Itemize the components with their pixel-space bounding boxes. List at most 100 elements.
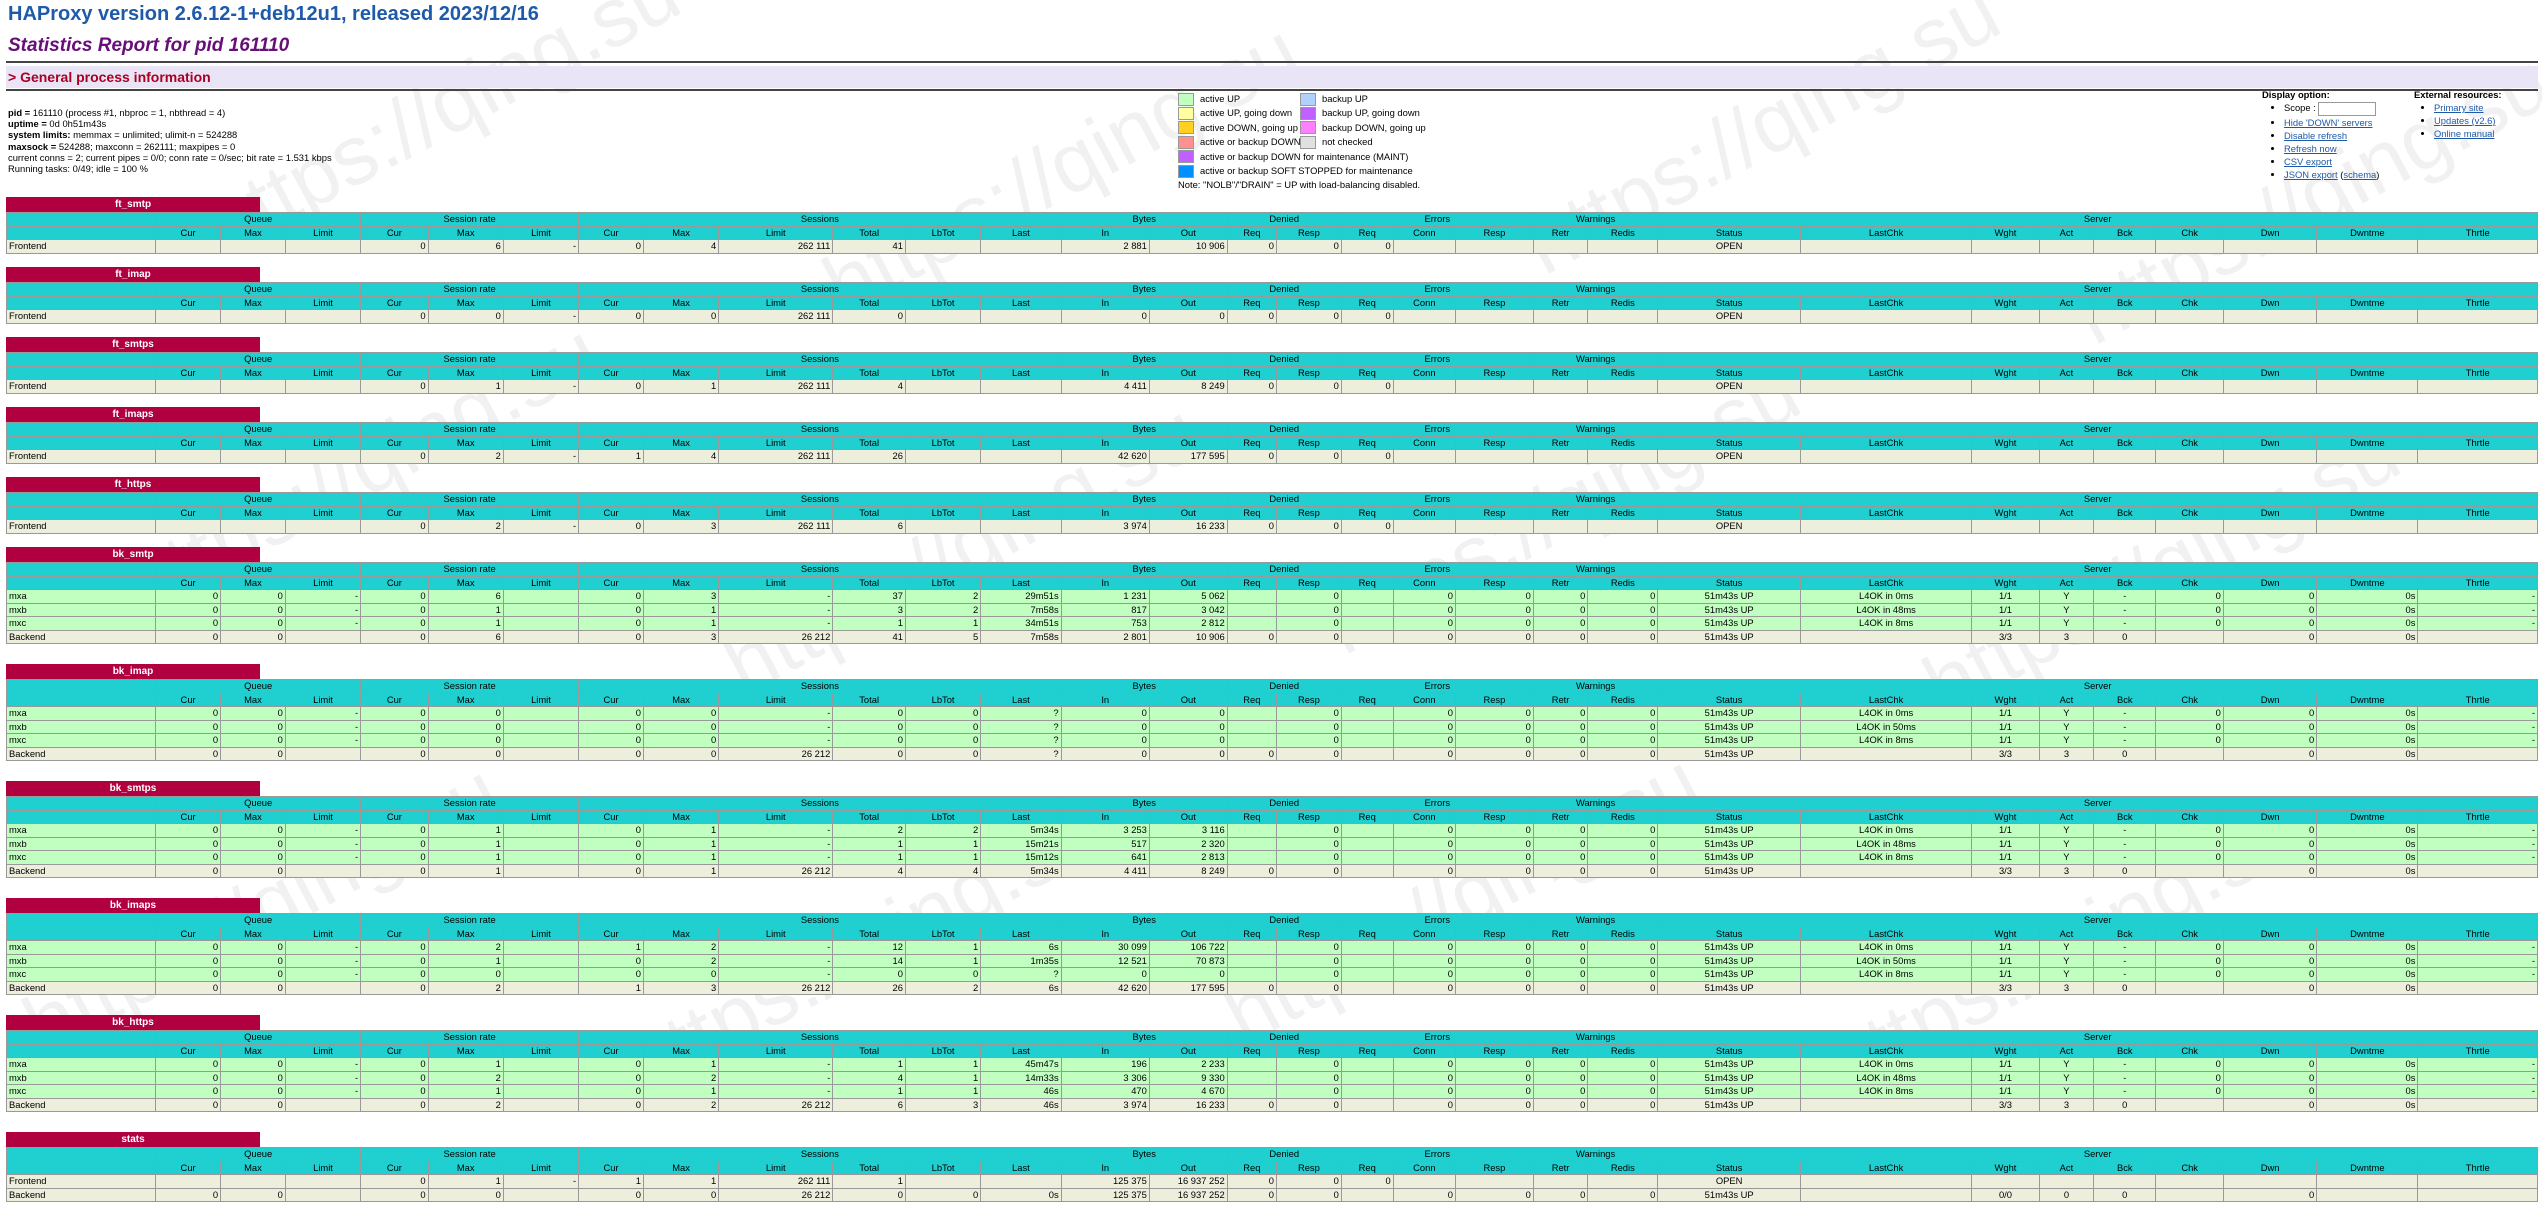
stat-cell (2417, 519, 2538, 534)
group-header: Server (1657, 796, 2538, 811)
schema-link[interactable]: schema (2343, 168, 2377, 180)
refresh-now-link[interactable]: Refresh now (2284, 142, 2337, 154)
stat-cell: 2 (642, 953, 720, 968)
server-row: mxc 0 0-0 1 0 1-1 1 46s 470 4 670 0 0 0 0 0 51m43s UP L4… (5, 1084, 2538, 1099)
row-name[interactable]: mxc (5, 850, 157, 865)
stat-cell: 1 (578, 940, 644, 955)
proxy-title[interactable]: bk_imaps (6, 898, 260, 913)
json-export-link[interactable]: JSON export (2284, 168, 2338, 180)
column-header: Out (1148, 692, 1228, 707)
stat-cell: 1m35s (980, 953, 1062, 968)
backend-row: Backend 0 0 0 0 0 0 26 212 0 0 0s 125 375 16 937 252… (5, 1187, 2538, 1202)
row-name[interactable]: Frontend (5, 379, 157, 394)
stat-cell: 0s (2316, 836, 2419, 851)
stat-cell (1226, 733, 1277, 748)
stat-cell (1971, 239, 2040, 254)
scope-input[interactable] (2317, 101, 2376, 116)
stat-cell: 0 (155, 940, 222, 955)
column-header: Total (832, 435, 906, 450)
stat-cell: 0 (1275, 863, 1342, 878)
row-name[interactable]: Frontend (5, 519, 157, 534)
stat-cell: 0 (155, 616, 222, 631)
row-name[interactable]: mxc (5, 733, 157, 748)
stat-cell: 51m43s UP (1657, 850, 1802, 865)
stat-cell: 3/3 (1971, 863, 2040, 878)
row-name[interactable]: Frontend (5, 1174, 157, 1189)
stat-cell: 0 (360, 239, 429, 254)
stat-cell (1532, 309, 1589, 324)
column-header: Cur (155, 225, 222, 240)
row-name[interactable]: mxb (5, 953, 157, 968)
column-header: Dwn (2222, 575, 2318, 590)
column-header: Resp (1275, 435, 1342, 450)
stat-cell: Y (2038, 616, 2095, 631)
stat-cell: 51m43s UP (1657, 629, 1802, 644)
row-name[interactable]: mxa (5, 706, 157, 721)
row-name[interactable]: Backend (5, 980, 157, 995)
online-manual-link[interactable]: Online manual (2434, 128, 2495, 139)
proxy-ft_smtps: ft_smtps Queue Session rate Sessions Bytes De… (5, 337, 2538, 394)
stat-cell: 4 (832, 379, 906, 394)
proxy-title[interactable]: ft_smtp (6, 197, 260, 212)
column-header: Bck (2093, 365, 2157, 380)
proxy-title[interactable]: bk_imap (6, 664, 260, 679)
row-name[interactable]: mxa (5, 823, 157, 838)
updates-link[interactable]: Updates (v2.6) (2434, 115, 2496, 126)
stat-cell: 1 (427, 863, 504, 878)
proxy-title[interactable]: ft_imaps (6, 407, 260, 422)
disable-refresh-link[interactable]: Disable refresh (2284, 129, 2348, 141)
row-name[interactable]: Backend (5, 1187, 157, 1202)
proxy-bk_smtp: bk_smtp Queue Session rate Sessions Bytes Den… (5, 547, 2538, 644)
row-name[interactable]: Frontend (5, 309, 157, 324)
stat-cell: 0 (578, 602, 644, 617)
column-header: Dwntme (2316, 505, 2419, 520)
row-name[interactable]: mxa (5, 940, 157, 955)
proxy-title[interactable]: ft_imap (6, 267, 260, 282)
proxy-title[interactable]: stats (6, 1132, 260, 1147)
stat-cell: 0 (1148, 309, 1228, 324)
row-name[interactable]: Backend (5, 746, 157, 761)
stat-cell: - (284, 823, 362, 838)
row-name[interactable]: Frontend (5, 449, 157, 464)
group-header: Warnings (1532, 352, 1659, 367)
row-name[interactable]: Frontend (5, 239, 157, 254)
proxy-title[interactable]: ft_smtps (6, 337, 260, 352)
row-name[interactable]: Backend (5, 863, 157, 878)
hide-down-servers-link[interactable]: Hide 'DOWN' servers (2284, 116, 2373, 128)
row-name[interactable]: mxa (5, 589, 157, 604)
stat-cell: 0 (360, 1057, 429, 1072)
row-name[interactable]: mxb (5, 602, 157, 617)
proxy-title[interactable]: bk_smtp (6, 547, 260, 562)
stat-cell: Y (2038, 602, 2095, 617)
stat-cell: 0s (2316, 602, 2419, 617)
stat-cell: 6 (427, 239, 504, 254)
group-header: Server (1657, 352, 2538, 367)
stat-cell: - (2417, 953, 2538, 968)
row-name[interactable]: Backend (5, 629, 157, 644)
stat-cell: 1 (904, 1057, 982, 1072)
row-name[interactable]: mxc (5, 1084, 157, 1099)
row-name[interactable]: mxa (5, 1057, 157, 1072)
proxy-title[interactable]: bk_smtps (6, 781, 260, 796)
stat-cell: 0 (2222, 1057, 2318, 1072)
column-header: Resp (1275, 225, 1342, 240)
row-name[interactable]: mxb (5, 836, 157, 851)
row-name[interactable]: Backend (5, 1097, 157, 1112)
stat-cell: 0 (832, 309, 906, 324)
stat-cell: 0 (1275, 940, 1342, 955)
csv-export-link[interactable]: CSV export (2284, 155, 2332, 167)
row-name[interactable]: mxb (5, 719, 157, 734)
proxy-title[interactable]: bk_https (6, 1015, 260, 1030)
column-header: LbTot (904, 505, 982, 520)
stat-cell: 0 (1454, 1084, 1534, 1099)
stat-cell: 0 (2222, 863, 2318, 878)
column-header: Chk (2155, 692, 2224, 707)
column-header: Limit (502, 692, 580, 707)
row-name[interactable]: mxb (5, 1070, 157, 1085)
proxy-title[interactable]: ft_https (6, 477, 260, 492)
column-header: Dwntme (2316, 926, 2419, 941)
column-header: Resp (1454, 926, 1534, 941)
row-name[interactable]: mxc (5, 616, 157, 631)
primary-site-link[interactable]: Primary site (2434, 102, 2484, 113)
row-name[interactable]: mxc (5, 967, 157, 982)
